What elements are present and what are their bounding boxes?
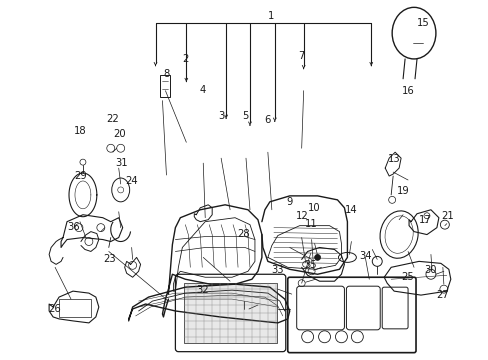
Text: 23: 23 [103, 254, 115, 264]
Text: 26: 26 [48, 304, 61, 314]
Text: 25: 25 [401, 272, 413, 282]
FancyBboxPatch shape [175, 274, 285, 352]
Text: 5: 5 [242, 111, 248, 121]
Text: 2: 2 [182, 54, 188, 64]
Text: 14: 14 [345, 205, 357, 215]
Text: 19: 19 [396, 186, 408, 197]
Text: 31: 31 [116, 158, 128, 168]
FancyBboxPatch shape [287, 277, 415, 353]
Text: 4: 4 [200, 85, 206, 95]
Text: 32: 32 [196, 285, 208, 295]
Text: 16: 16 [401, 86, 413, 96]
Text: 24: 24 [125, 176, 138, 186]
Text: 29: 29 [74, 171, 86, 181]
Text: 22: 22 [106, 113, 119, 123]
Text: 13: 13 [387, 154, 400, 164]
Text: 8: 8 [163, 68, 169, 78]
Text: 30: 30 [423, 265, 436, 275]
Text: 33: 33 [271, 265, 283, 275]
Text: 6: 6 [264, 115, 270, 125]
Bar [59, 299, 91, 317]
Text: 12: 12 [295, 211, 307, 221]
Text: 28: 28 [237, 229, 249, 239]
Text: 7: 7 [298, 51, 305, 61]
Text: 11: 11 [305, 219, 317, 229]
Bar [184, 283, 276, 343]
Text: 36: 36 [67, 222, 80, 232]
Text: 35: 35 [304, 260, 316, 270]
Bar [160, 75, 170, 96]
Text: 17: 17 [418, 215, 431, 225]
Text: 9: 9 [285, 197, 292, 207]
Text: 15: 15 [416, 18, 429, 28]
Text: 21: 21 [441, 211, 453, 221]
Text: 10: 10 [307, 203, 320, 213]
Text: 18: 18 [74, 126, 86, 136]
Text: 27: 27 [436, 290, 448, 300]
Circle shape [314, 255, 320, 260]
Text: 20: 20 [114, 129, 126, 139]
Text: 3: 3 [218, 111, 224, 121]
Text: 1: 1 [267, 11, 274, 21]
Text: 34: 34 [358, 251, 370, 261]
